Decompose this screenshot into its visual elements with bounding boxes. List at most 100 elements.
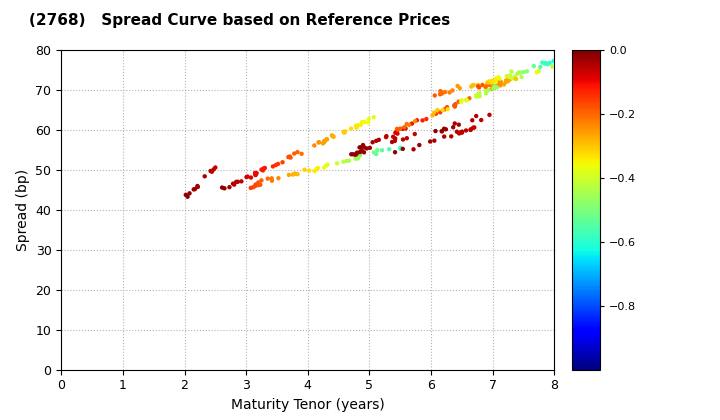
Point	[501, 73, 513, 79]
Point	[390, 129, 401, 136]
Point	[351, 150, 363, 156]
Point	[391, 128, 402, 135]
Point	[352, 153, 364, 160]
Point	[390, 135, 401, 142]
Point	[184, 190, 195, 197]
Point	[453, 121, 464, 128]
Point	[367, 139, 379, 146]
Y-axis label: Spread (bp): Spread (bp)	[16, 169, 30, 251]
Point	[482, 79, 494, 86]
Point	[357, 142, 369, 148]
Point	[320, 163, 332, 169]
Point	[495, 79, 507, 86]
Point	[368, 149, 379, 156]
Point	[356, 119, 368, 126]
Point	[509, 73, 521, 80]
Point	[471, 93, 482, 100]
Point	[482, 87, 493, 93]
Point	[531, 69, 542, 76]
Point	[449, 102, 461, 109]
Point	[548, 58, 559, 64]
Point	[490, 78, 501, 85]
Point	[389, 138, 400, 144]
Point	[182, 193, 194, 200]
Point	[192, 183, 203, 189]
Point	[273, 175, 284, 181]
Point	[371, 151, 382, 158]
Point	[534, 64, 546, 71]
Point	[338, 129, 350, 136]
Point	[287, 171, 299, 178]
Point	[420, 116, 432, 122]
Point	[434, 109, 446, 116]
Point	[456, 99, 467, 105]
Point	[518, 68, 529, 75]
X-axis label: Maturity Tenor (years): Maturity Tenor (years)	[231, 398, 384, 412]
Point	[406, 120, 418, 127]
Point	[292, 149, 303, 155]
Point	[436, 90, 448, 97]
Point	[533, 68, 544, 74]
Point	[331, 160, 343, 167]
Point	[395, 144, 406, 151]
Point	[318, 140, 329, 147]
Point	[495, 81, 506, 87]
Point	[387, 134, 399, 140]
Point	[498, 81, 510, 88]
Point	[377, 147, 388, 154]
Point	[258, 165, 269, 172]
Point	[208, 166, 220, 173]
Point	[397, 126, 408, 132]
Point	[230, 178, 242, 185]
Point	[254, 181, 266, 188]
Point	[346, 151, 357, 158]
Point	[250, 172, 261, 178]
Point	[430, 128, 441, 134]
Point	[454, 129, 466, 136]
Point	[352, 122, 364, 129]
Point	[417, 117, 428, 124]
Point	[240, 174, 252, 181]
Point	[400, 125, 411, 132]
Point	[368, 114, 379, 121]
Point	[216, 184, 228, 191]
Point	[489, 83, 500, 90]
Point	[456, 97, 467, 104]
Point	[502, 78, 513, 85]
Point	[513, 69, 525, 76]
Point	[489, 84, 500, 90]
Point	[472, 81, 484, 88]
Point	[262, 175, 274, 182]
Point	[561, 61, 572, 68]
Point	[257, 167, 269, 174]
Point	[554, 63, 565, 69]
Point	[235, 178, 247, 185]
Point	[444, 89, 455, 96]
Point	[454, 130, 465, 137]
Point	[449, 102, 460, 109]
Point	[472, 91, 484, 98]
Point	[487, 78, 499, 85]
Point	[436, 128, 448, 135]
Point	[204, 168, 216, 174]
Point	[490, 83, 501, 89]
Point	[482, 87, 494, 93]
Point	[484, 78, 495, 85]
Point	[309, 142, 320, 149]
Point	[354, 149, 366, 155]
Point	[481, 79, 492, 86]
Point	[461, 97, 472, 104]
Point	[398, 124, 410, 131]
Point	[348, 151, 359, 158]
Point	[338, 158, 349, 165]
Point	[401, 121, 413, 127]
Point	[409, 118, 420, 124]
Point	[487, 85, 499, 92]
Point	[489, 84, 500, 90]
Point	[242, 173, 253, 180]
Point	[328, 134, 339, 140]
Point	[495, 79, 506, 86]
Point	[510, 76, 521, 82]
Point	[392, 126, 404, 133]
Point	[579, 57, 590, 63]
